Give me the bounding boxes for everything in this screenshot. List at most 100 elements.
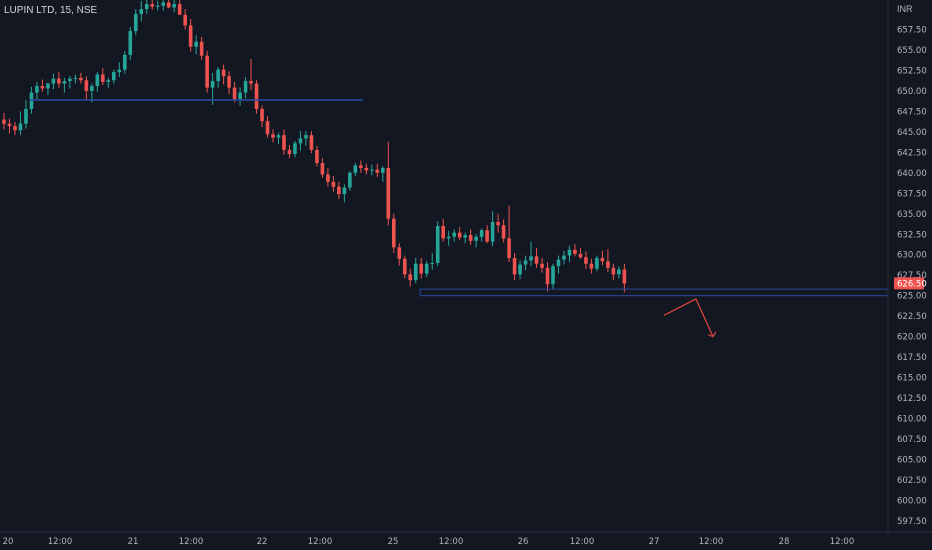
candle-body bbox=[232, 87, 237, 100]
support-zone-box[interactable] bbox=[419, 288, 889, 297]
price-tick-label: 602.50 bbox=[897, 476, 927, 486]
candle-body bbox=[446, 236, 451, 239]
candle-body bbox=[62, 81, 67, 84]
candle-body bbox=[326, 174, 330, 182]
candle-body bbox=[150, 4, 155, 7]
candle-body bbox=[353, 165, 358, 173]
candle-body bbox=[573, 249, 577, 254]
price-axis[interactable]: 657.50 655.00 652.50 650.00 647.50 645.00 642.… bbox=[887, 0, 927, 532]
candle-body bbox=[463, 235, 467, 238]
candle-body bbox=[128, 31, 133, 55]
candle-body bbox=[282, 135, 286, 150]
candle-body bbox=[101, 74, 105, 82]
time-axis[interactable]: 20 12:00 21 12:00 22 12:00 25 12:00 26 12:00 27 12:… bbox=[0, 531, 932, 547]
candle-body bbox=[617, 269, 621, 275]
time-tick-label: 12:00 bbox=[48, 537, 73, 547]
candle-body bbox=[144, 4, 149, 10]
candle-body bbox=[112, 72, 116, 81]
price-tick-label: 607.50 bbox=[897, 435, 927, 445]
price-tick-label: 632.50 bbox=[897, 230, 927, 240]
time-tick-label: 22 bbox=[257, 537, 268, 547]
price-tick-label: 635.00 bbox=[897, 210, 927, 220]
candle-body bbox=[452, 232, 456, 237]
candle-body bbox=[408, 274, 413, 281]
candle-body bbox=[529, 256, 533, 261]
candle-body bbox=[166, 2, 171, 8]
candle-body bbox=[381, 167, 385, 173]
price-tick-label: 630.00 bbox=[897, 251, 927, 261]
candle-body bbox=[622, 269, 627, 284]
candle-body bbox=[611, 267, 616, 275]
price-tick-label: 620.00 bbox=[897, 333, 927, 343]
candle-body bbox=[606, 261, 610, 268]
candle-body bbox=[584, 257, 588, 264]
candle-body bbox=[578, 253, 583, 258]
candle-body bbox=[221, 69, 226, 77]
price-tick-label: 640.00 bbox=[897, 169, 927, 179]
last-price-text: 626.50 bbox=[897, 279, 927, 289]
time-tick-label: 12:00 bbox=[439, 537, 464, 547]
candle-body bbox=[172, 4, 176, 8]
price-tick-label: 610.00 bbox=[897, 415, 927, 425]
candle-body bbox=[600, 258, 605, 262]
candle-body bbox=[133, 13, 138, 32]
candle-body bbox=[35, 86, 39, 93]
price-tick-label: 642.50 bbox=[897, 148, 927, 158]
price-tick-label: 647.50 bbox=[897, 107, 927, 117]
candle-body bbox=[507, 238, 511, 259]
candle-body bbox=[342, 187, 347, 195]
candle-body bbox=[68, 78, 72, 82]
candle-body bbox=[386, 167, 391, 219]
candle-body bbox=[540, 263, 544, 268]
candle-body bbox=[298, 138, 303, 144]
candle-body bbox=[249, 81, 253, 84]
candle-body bbox=[348, 172, 352, 188]
candle-body bbox=[337, 186, 341, 195]
price-tick-label: 625.00 bbox=[897, 292, 927, 302]
candle-body bbox=[177, 4, 182, 15]
candle-body bbox=[194, 41, 198, 47]
candle-body bbox=[496, 221, 500, 226]
candle-body bbox=[331, 181, 336, 187]
projection-arrow[interactable] bbox=[663, 298, 714, 337]
candle-body bbox=[424, 263, 429, 274]
candle-body bbox=[391, 218, 396, 248]
candle-body bbox=[287, 149, 292, 154]
candle-body bbox=[556, 259, 561, 267]
candle-body bbox=[260, 108, 264, 122]
time-tick-label: 25 bbox=[388, 537, 399, 547]
price-tick-label: 652.50 bbox=[897, 66, 927, 76]
candle-body bbox=[485, 230, 489, 242]
candle-body bbox=[106, 80, 111, 82]
candle-body bbox=[46, 83, 50, 89]
candle-body bbox=[309, 135, 314, 150]
price-tick-label: 622.50 bbox=[897, 312, 927, 322]
time-tick-label: 21 bbox=[128, 537, 139, 547]
time-tick-label: 28 bbox=[779, 537, 790, 547]
candle-body bbox=[370, 169, 374, 171]
candle-body bbox=[155, 5, 160, 7]
price-tick-label: 637.50 bbox=[897, 189, 927, 199]
candle-body bbox=[122, 54, 127, 70]
candle-body bbox=[523, 260, 528, 265]
candle-body bbox=[474, 236, 478, 241]
candle-body bbox=[183, 14, 187, 26]
price-tick-label: 600.00 bbox=[897, 496, 927, 506]
candle-body bbox=[271, 134, 275, 138]
time-tick-label: 27 bbox=[649, 537, 660, 547]
levels-layer bbox=[30, 99, 889, 338]
symbol-title[interactable]: LUPIN LTD, 15, NSE bbox=[4, 5, 98, 16]
candle-body bbox=[139, 9, 144, 14]
price-tick-label: 650.00 bbox=[897, 87, 927, 97]
candle-body bbox=[40, 86, 45, 89]
candle-body bbox=[243, 81, 248, 93]
candle-body bbox=[430, 262, 435, 264]
candle-body bbox=[254, 83, 259, 109]
price-tick-label: 597.50 bbox=[897, 517, 927, 527]
candle-body bbox=[117, 69, 122, 73]
candle-body bbox=[2, 119, 6, 124]
candle-body bbox=[276, 135, 281, 138]
candle-body bbox=[595, 258, 599, 269]
candle-body bbox=[84, 80, 89, 91]
